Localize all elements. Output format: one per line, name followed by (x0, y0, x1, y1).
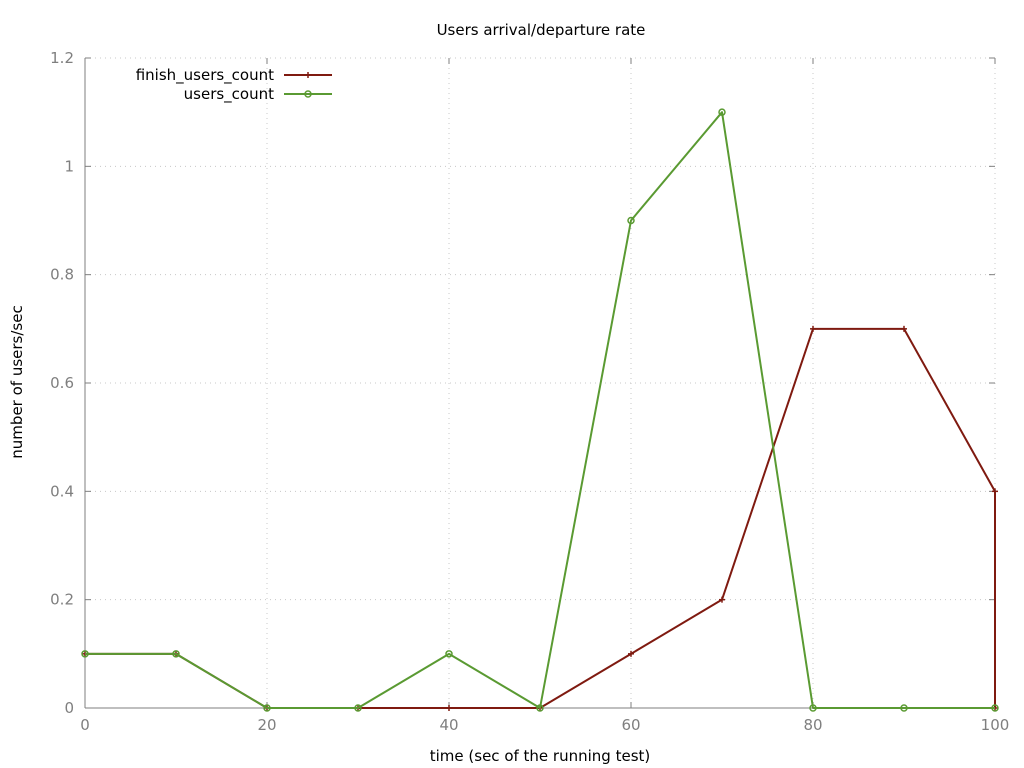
series-users-count (81, 108, 999, 712)
y-tick-label: 0.2 (50, 591, 74, 609)
y-tick-label: 1.2 (50, 49, 74, 67)
x-tick-label: 40 (439, 716, 458, 734)
x-tick-label: 80 (803, 716, 822, 734)
x-tick-label: 100 (981, 716, 1010, 734)
users-count-point (172, 650, 180, 658)
series-layer (81, 108, 999, 712)
x-tick-label: 0 (80, 716, 90, 734)
finish-users-count-point (901, 325, 907, 332)
x-tick-label: 60 (621, 716, 640, 734)
y-tick-label: 0.8 (50, 266, 74, 284)
users-count-point (627, 216, 635, 225)
legend-item-users-count: users_count (184, 85, 332, 104)
legend-users-count-point (304, 90, 312, 98)
users-count-point (263, 704, 271, 712)
finish-users-count-point (628, 650, 634, 657)
y-axis-ticks: 0 0.2 0.4 0.6 0.8 1 1.2 (50, 49, 995, 717)
x-axis-ticks: 0 20 40 60 80 100 (80, 58, 1009, 734)
users-count-point (991, 704, 999, 712)
series-finish-users-count (82, 325, 998, 711)
finish-users-count-point (719, 596, 725, 603)
finish-users-count-point (446, 705, 452, 711)
x-axis-label: time (sec of the running test) (430, 747, 651, 765)
chart-title: Users arrival/departure rate (437, 21, 646, 39)
grid (85, 57, 996, 708)
y-tick-label: 0.4 (50, 482, 74, 500)
finish-users-count-point (810, 325, 816, 332)
series-line-finish-users-count (85, 327, 996, 709)
y-tick-label: 0 (64, 699, 74, 717)
x-tick-label: 20 (257, 716, 276, 734)
users-count-point (718, 108, 726, 116)
legend-finish-users-count-point (305, 72, 311, 78)
users-count-point (536, 704, 544, 712)
y-tick-label: 0.6 (50, 374, 74, 392)
legend-label: users_count (184, 85, 274, 104)
users-count-point (445, 650, 453, 658)
legend-label: finish_users_count (136, 66, 274, 85)
users-count-point (900, 704, 908, 712)
y-tick-label: 1 (64, 157, 74, 175)
users-count-point (809, 704, 817, 712)
legend-item-finish-users-count: finish_users_count (136, 66, 332, 85)
users-count-point (354, 704, 362, 712)
finish-users-count-point (992, 488, 998, 495)
users-count-point (81, 650, 89, 658)
series-line-users-count (85, 111, 995, 709)
y-axis-label: number of users/sec (8, 305, 26, 458)
